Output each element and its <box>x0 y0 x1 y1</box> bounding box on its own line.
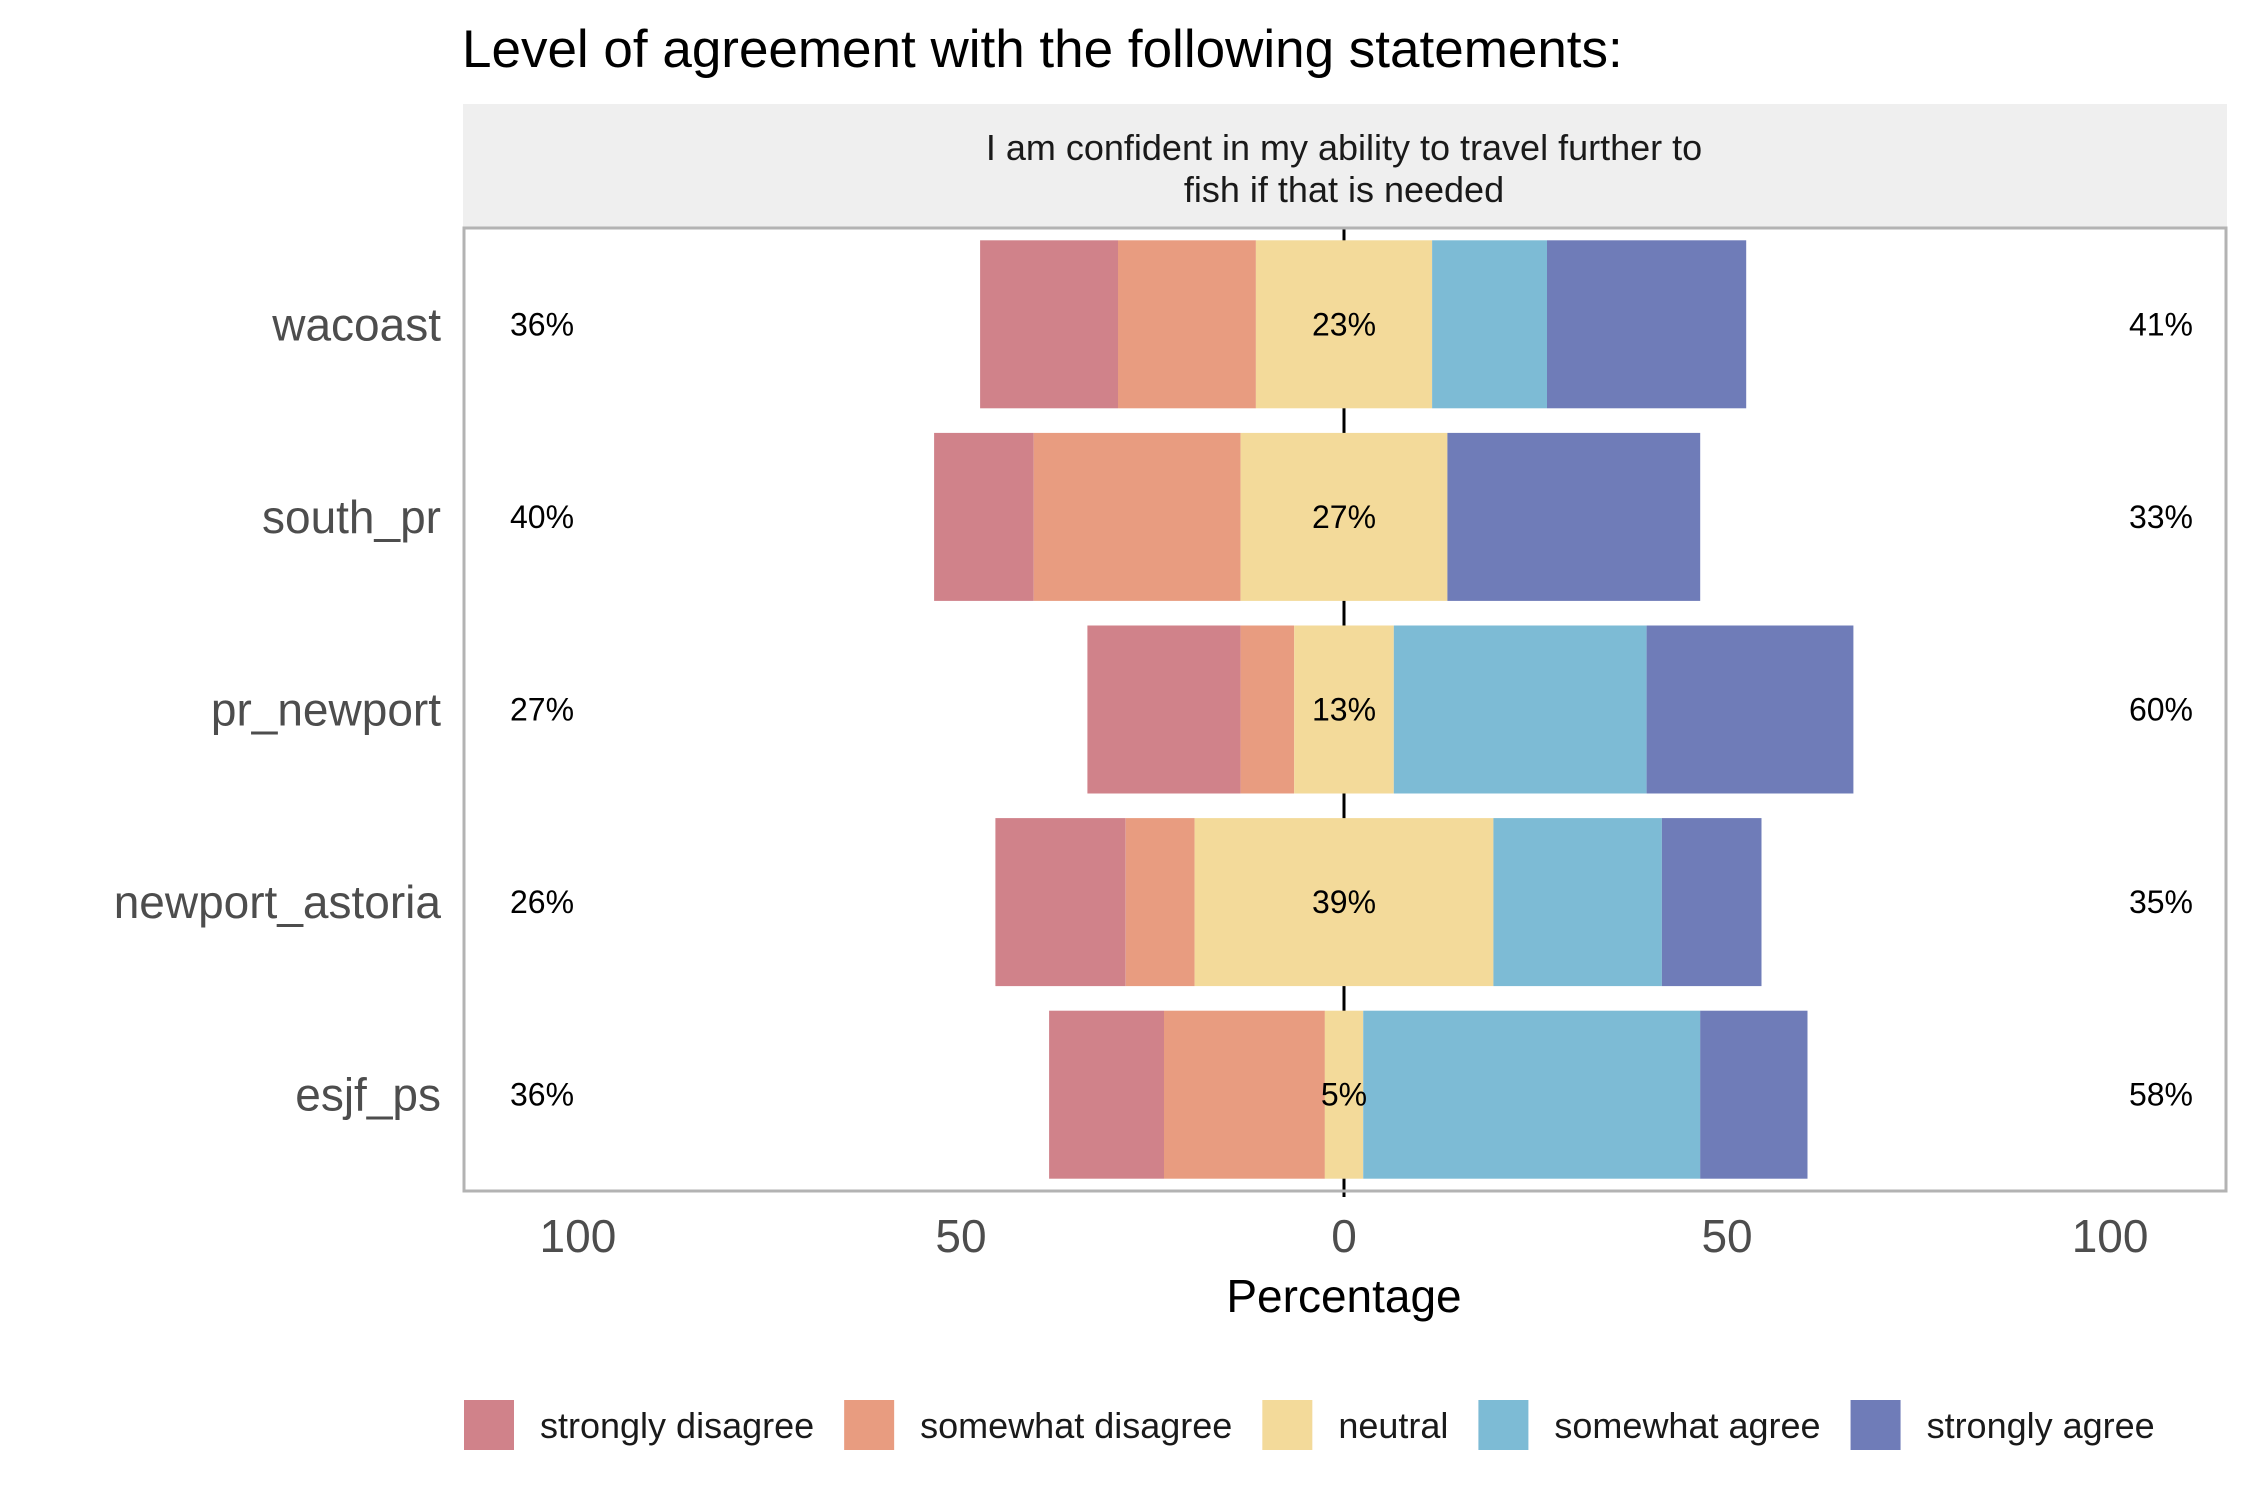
bar-newport-astoria-strongly-disagree <box>995 818 1126 987</box>
x-axis: 100 50 0 50 100 <box>540 1210 2149 1262</box>
bar-south-pr-somewhat-disagree <box>1033 432 1241 601</box>
legend-label-somewhat-disagree: somewhat disagree <box>920 1405 1232 1446</box>
right-pct-label-pr-newport: 60% <box>2129 692 2193 728</box>
chart-title: Level of agreement with the following st… <box>462 20 1623 79</box>
x-tick-label-0: 100 <box>540 1210 617 1262</box>
left-pct-label-wacoast: 36% <box>510 306 574 342</box>
legend-label-strongly-disagree: strongly disagree <box>540 1405 814 1446</box>
bar-south-pr-strongly-agree <box>1447 432 1701 601</box>
bar-pr-newport-neutral <box>1294 625 1394 794</box>
bar-wacoast-strongly-disagree <box>980 240 1118 409</box>
center-pct-label-newport-astoria: 39% <box>1312 884 1376 920</box>
y-tick-label-newport-astoria: newport_astoria <box>114 876 442 928</box>
bar-esjf-ps-strongly-agree <box>1700 1010 1808 1179</box>
bars-layer <box>934 228 1854 1197</box>
bar-newport-astoria-strongly-agree <box>1661 818 1762 987</box>
left-pct-label-newport-astoria: 26% <box>510 884 574 920</box>
y-tick-label-pr-newport: pr_newport <box>211 684 441 736</box>
bar-newport-astoria-neutral <box>1194 818 1494 987</box>
labels-layer: 36% 23% 41% 40% 27% 33% 27% 13% 60% 26% 39% 35% 36% 5… <box>510 306 2193 1112</box>
panel-border <box>462 226 2228 1193</box>
y-axis: wacoast south_pr pr_newport newport_astoria… <box>114 298 442 1120</box>
y-tick-label-esjf-ps: esjf_ps <box>295 1069 441 1121</box>
center-pct-label-south-pr: 27% <box>1312 499 1376 535</box>
right-pct-label-esjf-ps: 58% <box>2129 1077 2193 1113</box>
center-pct-label-esjf-ps: 5% <box>1321 1077 1367 1113</box>
bar-wacoast-neutral <box>1255 240 1433 409</box>
bar-esjf-ps-somewhat-disagree <box>1164 1010 1325 1179</box>
y-tick-label-south-pr: south_pr <box>262 491 441 543</box>
bar-newport-astoria-somewhat-disagree <box>1125 818 1195 987</box>
x-tick-label-4: 100 <box>2072 1210 2149 1262</box>
right-pct-label-newport-astoria: 35% <box>2129 884 2193 920</box>
legend-swatch-somewhat-agree <box>1478 1400 1529 1450</box>
legend-swatch-neutral <box>1262 1400 1313 1450</box>
legend-label-strongly-agree: strongly agree <box>1927 1405 2155 1446</box>
facet-title-line-2: fish if that is needed <box>1184 169 1504 210</box>
legend-swatch-strongly-agree <box>1850 1400 1901 1450</box>
bar-pr-newport-strongly-disagree <box>1087 625 1241 794</box>
x-axis-label: Percentage <box>1226 1270 1461 1322</box>
bar-south-pr-strongly-disagree <box>934 432 1034 601</box>
right-pct-label-wacoast: 41% <box>2129 306 2193 342</box>
bar-pr-newport-somewhat-disagree <box>1240 625 1295 794</box>
left-pct-label-south-pr: 40% <box>510 499 574 535</box>
legend: strongly disagree somewhat disagree neutra… <box>464 1400 2155 1450</box>
bar-esjf-ps-neutral <box>1324 1010 1364 1179</box>
bar-wacoast-strongly-agree <box>1547 240 1747 409</box>
center-pct-label-pr-newport: 13% <box>1312 692 1376 728</box>
right-pct-label-south-pr: 33% <box>2129 499 2193 535</box>
bar-esjf-ps-somewhat-agree <box>1363 1010 1701 1179</box>
facet-strip <box>463 104 2227 228</box>
bar-wacoast-somewhat-agree <box>1432 240 1547 409</box>
x-tick-label-3: 50 <box>1701 1210 1752 1262</box>
left-pct-label-pr-newport: 27% <box>510 692 574 728</box>
x-tick-label-2: 0 <box>1331 1210 1357 1262</box>
bar-pr-newport-somewhat-agree <box>1393 625 1647 794</box>
bar-newport-astoria-somewhat-agree <box>1493 818 1662 987</box>
bar-wacoast-somewhat-disagree <box>1118 240 1256 409</box>
legend-label-somewhat-agree: somewhat agree <box>1554 1405 1820 1446</box>
left-pct-label-esjf-ps: 36% <box>510 1077 574 1113</box>
bar-south-pr-neutral <box>1240 432 1448 601</box>
legend-swatch-somewhat-disagree <box>844 1400 895 1450</box>
legend-swatch-strongly-disagree <box>464 1400 514 1450</box>
center-pct-label-wacoast: 23% <box>1312 306 1376 342</box>
bar-esjf-ps-strongly-disagree <box>1049 1010 1164 1179</box>
x-tick-label-1: 50 <box>935 1210 986 1262</box>
legend-label-neutral: neutral <box>1338 1405 1448 1446</box>
y-tick-label-wacoast: wacoast <box>271 298 441 350</box>
facet-title-line-1: I am confident in my ability to travel f… <box>986 127 1702 168</box>
bar-pr-newport-strongly-agree <box>1646 625 1854 794</box>
